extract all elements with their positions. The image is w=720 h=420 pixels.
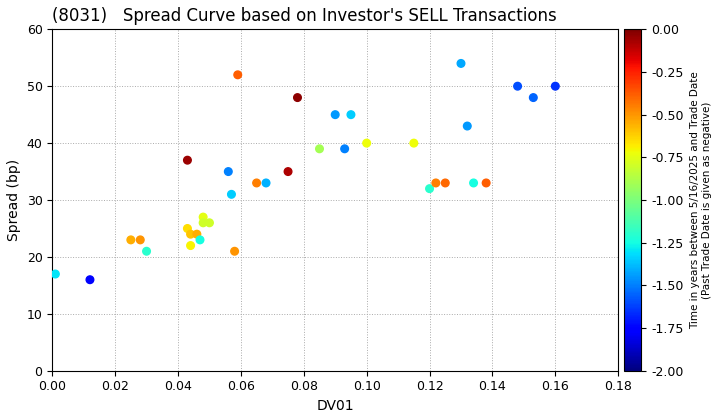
Point xyxy=(181,157,193,163)
Point xyxy=(191,231,202,238)
Point xyxy=(232,71,243,78)
Point xyxy=(135,236,146,243)
Point xyxy=(528,94,539,101)
Point xyxy=(185,242,197,249)
Point xyxy=(480,180,492,186)
Point xyxy=(125,236,137,243)
Point xyxy=(462,123,473,129)
Point xyxy=(549,83,561,89)
Point xyxy=(197,219,209,226)
Point xyxy=(181,225,193,232)
Point xyxy=(204,219,215,226)
Point xyxy=(468,180,480,186)
Point xyxy=(439,180,451,186)
Point xyxy=(330,111,341,118)
Point xyxy=(339,145,351,152)
X-axis label: DV01: DV01 xyxy=(316,399,354,413)
Point xyxy=(430,180,441,186)
Y-axis label: Time in years between 5/16/2025 and Trade Date
(Past Trade Date is given as nega: Time in years between 5/16/2025 and Trad… xyxy=(690,71,712,329)
Point xyxy=(197,214,209,220)
Point xyxy=(292,94,303,101)
Point xyxy=(314,145,325,152)
Point xyxy=(345,111,356,118)
Point xyxy=(455,60,467,67)
Point xyxy=(222,168,234,175)
Point xyxy=(512,83,523,89)
Point xyxy=(141,248,153,255)
Point xyxy=(424,185,436,192)
Point xyxy=(229,248,240,255)
Point xyxy=(225,191,237,198)
Point xyxy=(84,276,96,283)
Point xyxy=(408,140,420,147)
Point xyxy=(185,231,197,238)
Point xyxy=(251,180,262,186)
Point xyxy=(261,180,272,186)
Point xyxy=(194,236,206,243)
Text: (8031)   Spread Curve based on Investor's SELL Transactions: (8031) Spread Curve based on Investor's … xyxy=(53,7,557,25)
Point xyxy=(282,168,294,175)
Y-axis label: Spread (bp): Spread (bp) xyxy=(7,159,21,241)
Point xyxy=(361,140,372,147)
Point xyxy=(50,270,61,277)
